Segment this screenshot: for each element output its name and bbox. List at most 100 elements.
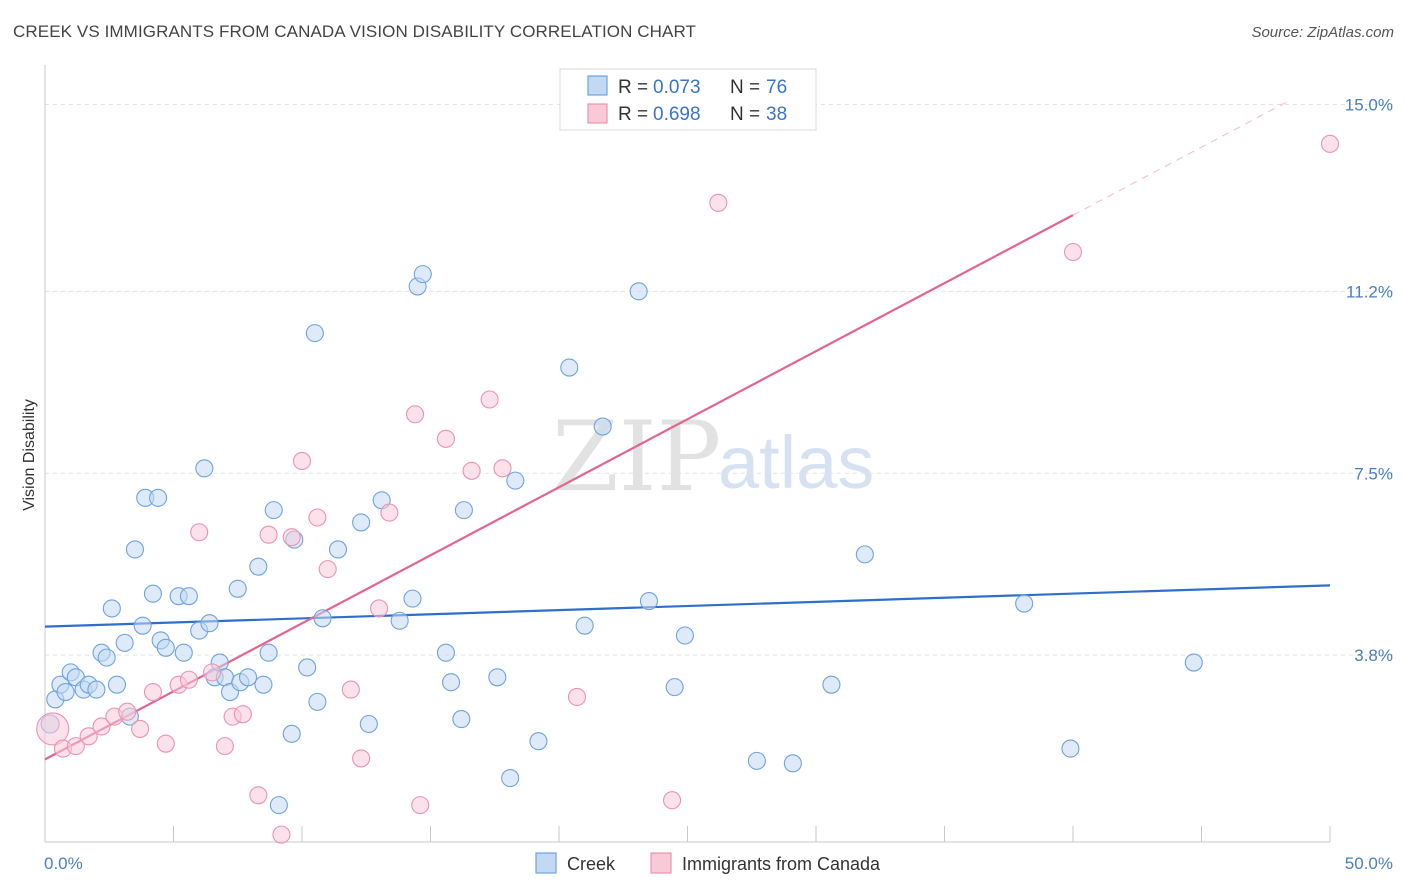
point-0-10 [97, 648, 116, 667]
point-0-56 [452, 710, 471, 729]
point-0-72 [855, 545, 874, 564]
point-0-37 [259, 643, 278, 662]
x-tick-label-0: 0.0% [44, 854, 83, 873]
legend-r-label-2: R = [618, 104, 653, 125]
point-0-19 [149, 488, 168, 507]
y-tick-label-1: 7.5% [1354, 464, 1393, 483]
point-0-46 [328, 540, 348, 559]
point-0-50 [390, 611, 409, 630]
point-1-36 [709, 193, 728, 212]
point-0-58 [488, 668, 507, 687]
legend: R = 0.073 N = 76 R = 0.698 N = 38 [559, 68, 817, 131]
legend-n-label-2: N = [730, 104, 765, 125]
bottom-legend-swatch-creek [535, 852, 557, 874]
legend-n-label-1: N = [730, 77, 765, 98]
point-1-22 [308, 508, 327, 527]
trend-line-0 [44, 584, 1331, 628]
watermark: ZIP atlas [552, 401, 874, 513]
grid-lines [45, 104, 1393, 656]
point-0-39 [269, 796, 288, 815]
point-1-11 [179, 670, 198, 689]
point-1-28 [406, 405, 425, 424]
point-1-37 [1063, 242, 1083, 262]
point-1-25 [352, 749, 371, 768]
point-0-44 [308, 692, 327, 711]
point-0-61 [529, 732, 548, 751]
point-0-55 [442, 673, 461, 692]
point-0-74 [1061, 739, 1080, 758]
point-1-7 [131, 719, 150, 738]
point-0-54 [436, 643, 455, 662]
point-0-64 [593, 417, 612, 436]
point-0-26 [195, 459, 214, 478]
bottom-legend-creek: Creek [567, 854, 616, 874]
point-0-53 [413, 265, 432, 284]
point-1-21 [292, 451, 312, 471]
point-1-0 [36, 712, 70, 746]
point-1-30 [436, 429, 455, 448]
point-0-42 [298, 658, 317, 677]
point-0-12 [107, 675, 127, 694]
point-1-27 [380, 503, 399, 522]
point-0-45 [313, 609, 332, 628]
legend-r-label-1: R = [618, 77, 653, 98]
point-1-32 [480, 390, 499, 409]
watermark-atlas: atlas [718, 421, 874, 504]
chart-source: Source: ZipAtlas.com [1251, 24, 1394, 41]
point-0-70 [783, 754, 802, 773]
point-0-67 [665, 678, 684, 697]
legend-n-value-2: 38 [766, 104, 787, 125]
bottom-legend-canada: Immigrants from Canada [682, 854, 881, 874]
bottom-legend-swatch-canada [650, 852, 672, 874]
point-1-26 [370, 599, 389, 618]
point-1-33 [493, 459, 512, 478]
y-axis-label: Vision Disability [21, 399, 38, 511]
point-1-31 [462, 461, 481, 480]
point-1-12 [190, 523, 209, 542]
point-1-19 [272, 825, 291, 844]
point-0-60 [506, 471, 525, 490]
point-0-59 [501, 769, 520, 788]
watermark-zip: ZIP [552, 401, 721, 513]
series-1-points [36, 134, 1340, 844]
y-tick-label-0: 3.8% [1354, 646, 1393, 665]
point-0-40 [282, 724, 301, 743]
legend-r-value-1: 0.073 [653, 77, 701, 98]
point-0-32 [228, 579, 247, 598]
point-1-35 [663, 791, 682, 810]
point-0-43 [305, 324, 324, 343]
y-tick-label-3: 15.0% [1345, 96, 1393, 115]
bottom-legend: Creek Immigrants from Canada [535, 852, 881, 874]
trend-line-1 [44, 214, 1074, 761]
point-1-20 [282, 528, 301, 547]
point-0-38 [264, 501, 283, 520]
point-1-24 [341, 680, 360, 699]
legend-r-value-2: 0.698 [653, 104, 701, 125]
point-1-3 [79, 727, 98, 746]
legend-n-value-1: 76 [766, 77, 787, 98]
point-1-4 [92, 717, 111, 736]
point-0-57 [454, 501, 473, 520]
point-1-6 [118, 702, 137, 721]
point-0-36 [254, 675, 273, 694]
point-1-23 [318, 560, 337, 579]
point-0-21 [156, 638, 175, 657]
point-0-15 [125, 540, 144, 559]
legend-swatch-creek [587, 75, 608, 96]
point-0-69 [747, 751, 766, 770]
point-0-71 [822, 675, 841, 694]
point-0-27 [200, 614, 219, 633]
point-0-47 [352, 513, 371, 532]
y-tick-label-2: 11.2% [1346, 282, 1393, 301]
point-0-16 [133, 616, 152, 635]
point-1-13 [203, 663, 222, 682]
point-1-29 [411, 796, 430, 815]
point-0-68 [675, 626, 694, 645]
legend-swatch-canada [587, 103, 608, 124]
x-tick-label-1: 50.0% [1345, 854, 1393, 873]
series-0-points [40, 265, 1203, 815]
point-0-11 [102, 599, 121, 618]
tick-labels: 3.8% 7.5% 11.2% 15.0% 0.0% 50.0% [44, 96, 1393, 874]
point-1-9 [156, 734, 175, 753]
